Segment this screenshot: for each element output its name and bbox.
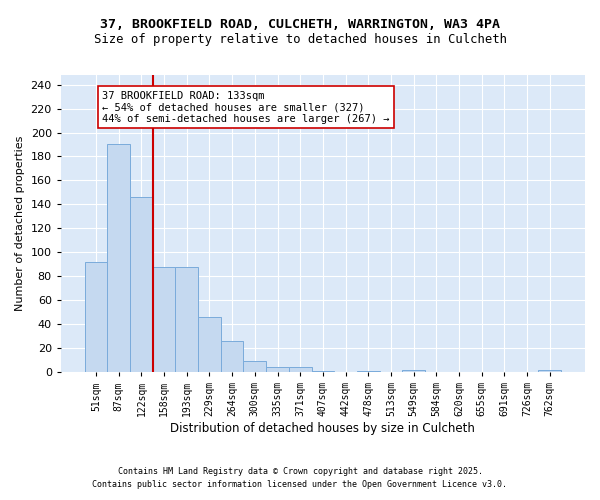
Bar bbox=[244, 362, 266, 372]
Bar bbox=[289, 368, 311, 372]
Bar bbox=[85, 262, 107, 372]
Bar bbox=[538, 370, 561, 372]
Bar bbox=[107, 144, 130, 372]
Text: 37 BROOKFIELD ROAD: 133sqm
← 54% of detached houses are smaller (327)
44% of sem: 37 BROOKFIELD ROAD: 133sqm ← 54% of deta… bbox=[103, 90, 390, 124]
Text: Contains HM Land Registry data © Crown copyright and database right 2025.: Contains HM Land Registry data © Crown c… bbox=[118, 467, 482, 476]
Bar bbox=[221, 341, 244, 372]
Bar bbox=[311, 371, 334, 372]
Text: Contains public sector information licensed under the Open Government Licence v3: Contains public sector information licen… bbox=[92, 480, 508, 489]
Y-axis label: Number of detached properties: Number of detached properties bbox=[15, 136, 25, 312]
Bar bbox=[198, 317, 221, 372]
Bar bbox=[403, 370, 425, 372]
X-axis label: Distribution of detached houses by size in Culcheth: Distribution of detached houses by size … bbox=[170, 422, 475, 435]
Text: 37, BROOKFIELD ROAD, CULCHETH, WARRINGTON, WA3 4PA: 37, BROOKFIELD ROAD, CULCHETH, WARRINGTO… bbox=[100, 18, 500, 30]
Bar bbox=[130, 197, 153, 372]
Bar bbox=[153, 266, 175, 372]
Bar bbox=[175, 266, 198, 372]
Text: Size of property relative to detached houses in Culcheth: Size of property relative to detached ho… bbox=[94, 32, 506, 46]
Bar bbox=[266, 368, 289, 372]
Bar bbox=[357, 371, 380, 372]
